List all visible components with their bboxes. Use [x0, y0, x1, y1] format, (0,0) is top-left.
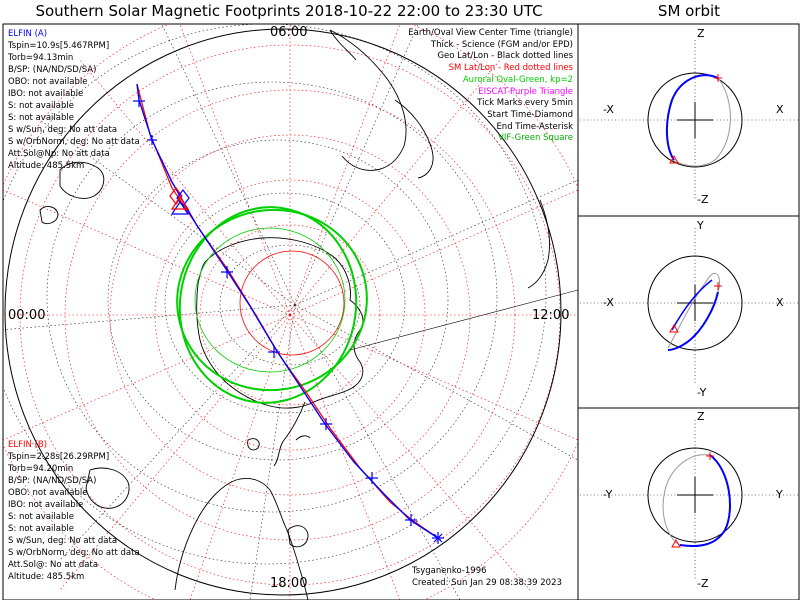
- elfin-b-line: S: not available: [8, 512, 74, 522]
- sm-inner-ring: [239, 250, 345, 356]
- sm-axis-label: -Y: [603, 488, 613, 501]
- view-line: [349, 289, 578, 351]
- legend-item: EISCAT-Purple Triangle: [478, 86, 573, 97]
- island-outline-1: [59, 161, 105, 199]
- legend-item: Start Time-Diamond: [487, 109, 573, 120]
- lt-label-left: 00:00: [8, 308, 46, 323]
- sm-axis-label: -Y: [697, 386, 707, 399]
- sm-axis-label: Z: [697, 410, 705, 423]
- elfin-b-line: Tspin=2.28s[26.29RPM]: [8, 452, 110, 462]
- sm-panel-xz: [580, 40, 798, 200]
- elfin-a-line: S w/Sun, deg: No att data: [8, 125, 118, 135]
- geo-grid: [3, 24, 578, 600]
- elfin-b-line: IBO: not available: [8, 500, 84, 510]
- lt-label-top: 06:00: [270, 25, 308, 40]
- elfin-a-line: B/SP: (NA/ND/SD/SA): [8, 65, 97, 75]
- elfin-b-line: OBO: not available: [8, 488, 88, 498]
- elfin-a-line: S w/OrbNorm, deg: No att data: [8, 137, 140, 147]
- polar-map: [3, 24, 578, 600]
- sm-panel-yz: [580, 420, 798, 580]
- elfin-a-line: Torb=94.13min: [8, 53, 74, 63]
- sm-axis-label: -Z: [697, 193, 709, 206]
- elfin-b-header: ELFIN (B): [8, 440, 48, 450]
- credit-created: Created: Sun Jan 29 08:38:39 2023: [412, 578, 562, 588]
- elfin-a-line: Tspin=10.9s[5.467RPM]: [8, 41, 110, 51]
- elfin-a-info: ELFIN (A) Tspin=10.9s[5.467RPM] Torb=94.…: [8, 28, 140, 172]
- track-ticks: [133, 95, 417, 526]
- elfin-b-line: Torb=94.20min: [8, 464, 74, 474]
- legend-item: VIF-Green Square: [498, 133, 573, 144]
- island-outline-5: [247, 438, 260, 451]
- sm-panel-xy: [580, 228, 798, 385]
- elfin-a-line: Altitude: 485.5km: [8, 161, 85, 171]
- continent-outline-top: [329, 29, 407, 171]
- madagascar-outline: [394, 99, 434, 179]
- sm-axis-label: Y: [776, 488, 783, 501]
- sm-frame: [577, 23, 800, 600]
- legend-item: Earth/Oval View Center Time (triangle): [408, 28, 573, 38]
- sm-axis-label: Z: [697, 27, 705, 40]
- island-outline-3: [85, 467, 130, 509]
- elfin-b-line: S w/OrbNorm, deg: No att data: [8, 548, 140, 558]
- elfin-b-track: [136, 83, 439, 539]
- lt-label-right: 12:00: [532, 308, 570, 323]
- elfin-a-line: S: not available: [8, 113, 74, 123]
- coastlines: [39, 29, 551, 600]
- auroral-oval-thin: [194, 227, 346, 373]
- legend-item: Auroral Oval-Green, kp=2: [462, 74, 573, 85]
- sm-orbit-title: SM orbit: [657, 2, 721, 20]
- sm-axis-label: -X: [603, 296, 614, 309]
- sm-axis-label: X: [776, 296, 784, 309]
- legend-item: Thick - Science (FGM and/or EPD): [430, 39, 573, 50]
- island-outline-4: [287, 525, 309, 548]
- elfin-a-track: [136, 83, 439, 539]
- legend-item: End Time-Asterisk: [496, 121, 573, 132]
- sm-axis-label: -Z: [697, 577, 709, 590]
- south-america-outline: [174, 478, 309, 600]
- elfin-a-line: IBO: not available: [8, 89, 84, 99]
- view-center-triangle-a: [170, 200, 190, 215]
- legend-item: Tick Marks every 5min: [477, 98, 573, 109]
- legend-item: Geo Lat/Lon - Black dotted lines: [437, 51, 573, 62]
- sm-axis-label: -X: [603, 103, 614, 116]
- sm-axis-label: Y: [697, 219, 704, 232]
- view-center-triangle-b: [170, 195, 190, 210]
- continent-outline-right: [527, 199, 551, 289]
- legend: Earth/Oval View Center Time (triangle) T…: [408, 28, 573, 145]
- elfin-a-line: OBO: not available: [8, 77, 88, 87]
- lt-label-bottom: 18:00: [270, 576, 308, 591]
- elfin-b-info: ELFIN (B) Tspin=2.28s[26.29RPM] Torb=94.…: [8, 439, 140, 583]
- island-outline-2: [39, 206, 59, 225]
- elfin-a-line: S: not available: [8, 101, 74, 111]
- antarctica-outline: [196, 237, 364, 409]
- track-markers: [169, 187, 190, 215]
- elfin-b-line: Att.Sol@: No att data: [8, 560, 99, 570]
- sm-axis-label: X: [776, 103, 784, 116]
- elfin-a-header: ELFIN (A): [8, 29, 48, 39]
- page-title: Southern Solar Magnetic Footprints 2018-…: [35, 2, 543, 20]
- peninsula-outline: [273, 401, 311, 467]
- earth-limb: [4, 28, 562, 596]
- legend-item: SM Lat/Lon - Red dotted lines: [448, 63, 573, 74]
- credit-author: Tsyganenko-1996: [412, 566, 487, 576]
- sm-grid: [3, 24, 578, 600]
- elfin-b-line: Altitude: 485.5km: [8, 572, 85, 582]
- elfin-b-line: B/SP: (NA/ND/SD/SA): [8, 476, 97, 486]
- elfin-a-line: Att.Sol@Np: No att data: [8, 149, 110, 159]
- auroral-ovals: [176, 206, 368, 404]
- elfin-b-line: S w/Sun, deg: No att data: [8, 536, 118, 546]
- elfin-b-line: S: not available: [8, 524, 74, 534]
- end-asterisk: [432, 532, 444, 544]
